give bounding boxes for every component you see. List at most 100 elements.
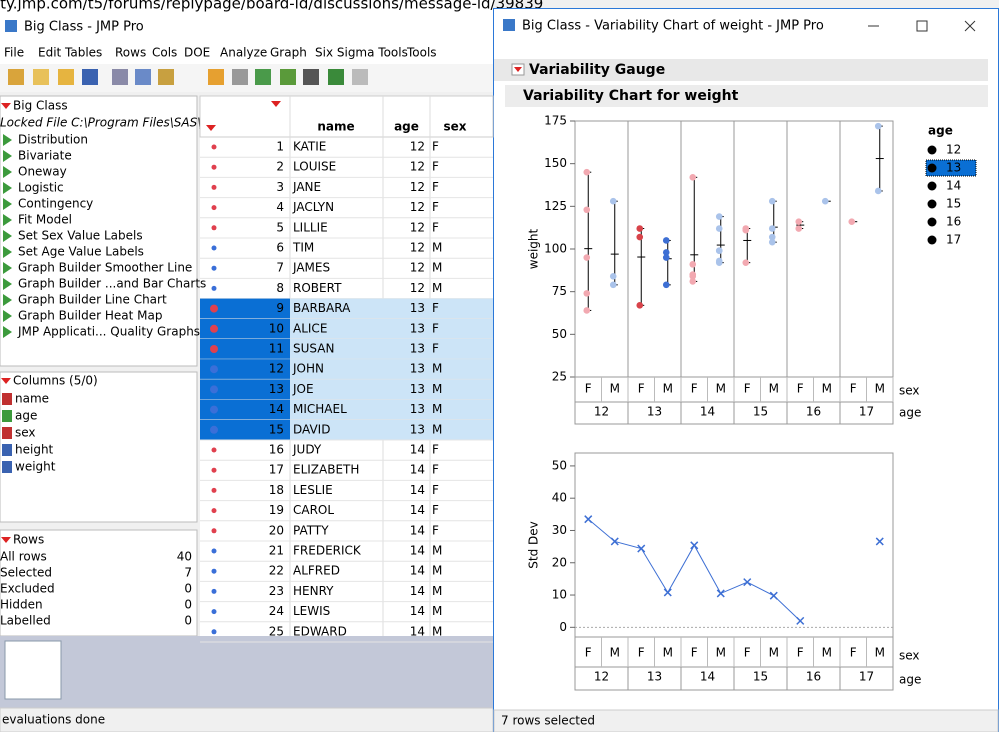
menu-item: Tools (406, 46, 437, 60)
cell: F (432, 523, 439, 537)
row-number: 1 (276, 140, 284, 154)
row-number: 16 (269, 443, 284, 457)
script-icon[interactable] (3, 198, 12, 210)
cell: LOUISE (293, 160, 336, 174)
data-point[interactable] (768, 233, 776, 241)
data-point[interactable] (609, 281, 617, 289)
script-icon[interactable] (3, 182, 12, 194)
row-number: 10 (269, 321, 284, 335)
data-point[interactable] (689, 174, 697, 181)
sex-label: F (691, 382, 698, 396)
legend-marker[interactable] (927, 235, 937, 245)
legend-title: age (928, 124, 953, 138)
data-point[interactable] (715, 259, 723, 266)
menu-item: Edit (38, 46, 62, 60)
script-icon[interactable] (3, 214, 12, 226)
legend-marker[interactable] (927, 181, 937, 191)
age-label: 17 (859, 405, 874, 419)
script-icon[interactable] (3, 150, 12, 162)
script-icon[interactable] (3, 246, 12, 258)
y-axis-label: Std Dev (527, 521, 541, 568)
data-point[interactable] (874, 187, 882, 195)
row-marker (210, 324, 218, 333)
sex-label: M (875, 382, 885, 396)
row-marker (211, 144, 217, 150)
data-point[interactable] (821, 197, 829, 205)
data-point[interactable] (636, 302, 644, 309)
menu-item: Graph (270, 46, 307, 60)
script-icon[interactable] (3, 134, 12, 146)
sex-label: F (850, 646, 857, 660)
script-icon[interactable] (3, 262, 12, 274)
data-point[interactable] (583, 168, 591, 176)
data-point[interactable] (795, 225, 803, 232)
data-point[interactable] (636, 233, 644, 241)
data-point[interactable] (583, 307, 591, 314)
row-stat-value: 0 (184, 614, 192, 628)
report-title: Big Class - Variability Chart of weight … (522, 19, 824, 34)
legend-selected (925, 159, 977, 177)
script-icon[interactable] (3, 294, 12, 306)
legend-marker[interactable] (927, 163, 937, 173)
script-item: Logistic (18, 181, 64, 195)
data-point[interactable] (768, 225, 776, 232)
script-icon[interactable] (3, 230, 12, 242)
cell: 13 (410, 422, 425, 436)
data-point[interactable] (583, 206, 591, 214)
script-icon[interactable] (3, 278, 12, 290)
data-point[interactable] (795, 218, 803, 225)
columns-panel (0, 371, 198, 523)
thumbnail-strip (0, 636, 493, 708)
outline-title: Variability Gauge (529, 62, 665, 78)
data-point[interactable] (662, 249, 670, 256)
row-stat-label: Labelled (0, 614, 51, 628)
script-item: Fit Model (18, 213, 72, 227)
data-point[interactable] (768, 197, 776, 205)
data-point[interactable] (609, 197, 617, 205)
row-marker (211, 629, 217, 635)
data-point[interactable] (609, 273, 617, 280)
legend-marker[interactable] (927, 145, 937, 155)
data-point[interactable] (768, 238, 776, 246)
data-point[interactable] (689, 261, 697, 268)
red-triangle-icon (514, 67, 522, 72)
data-point[interactable] (662, 254, 670, 261)
data-point[interactable] (715, 247, 723, 255)
data-point[interactable] (874, 122, 882, 130)
y-tick-label: 25 (552, 370, 567, 384)
row-marker (211, 609, 217, 615)
data-point[interactable] (715, 225, 723, 232)
x-row-label: sex (899, 384, 920, 398)
legend-marker[interactable] (927, 217, 937, 227)
cell: JOHN (292, 362, 324, 376)
thumbnail[interactable] (4, 640, 62, 700)
cell: M (432, 241, 442, 255)
row-marker (211, 225, 217, 231)
data-point[interactable] (662, 237, 670, 244)
report-window (493, 8, 999, 732)
script-icon[interactable] (3, 326, 12, 338)
row-number: 17 (269, 463, 284, 477)
y-tick-label: 50 (552, 327, 567, 341)
data-point[interactable] (583, 254, 591, 261)
data-point[interactable] (689, 278, 697, 285)
window-controls[interactable] (868, 20, 976, 32)
row-stat-label: All rows (0, 550, 47, 564)
row-stat-value: 40 (177, 550, 192, 564)
script-item: Bivariate (18, 149, 72, 163)
data-point[interactable] (689, 271, 697, 278)
data-point[interactable] (583, 290, 591, 297)
script-icon[interactable] (3, 310, 12, 322)
data-point[interactable] (742, 259, 750, 266)
data-point[interactable] (662, 281, 670, 289)
data-point[interactable] (848, 218, 856, 225)
data-point[interactable] (715, 213, 723, 220)
cell: CAROL (293, 503, 334, 517)
data-point[interactable] (742, 226, 750, 234)
data-point[interactable] (875, 537, 884, 546)
legend-marker[interactable] (927, 199, 937, 209)
data-point[interactable] (636, 225, 644, 232)
row-marker (210, 425, 218, 434)
column-icon (2, 393, 12, 405)
script-icon[interactable] (3, 166, 12, 178)
